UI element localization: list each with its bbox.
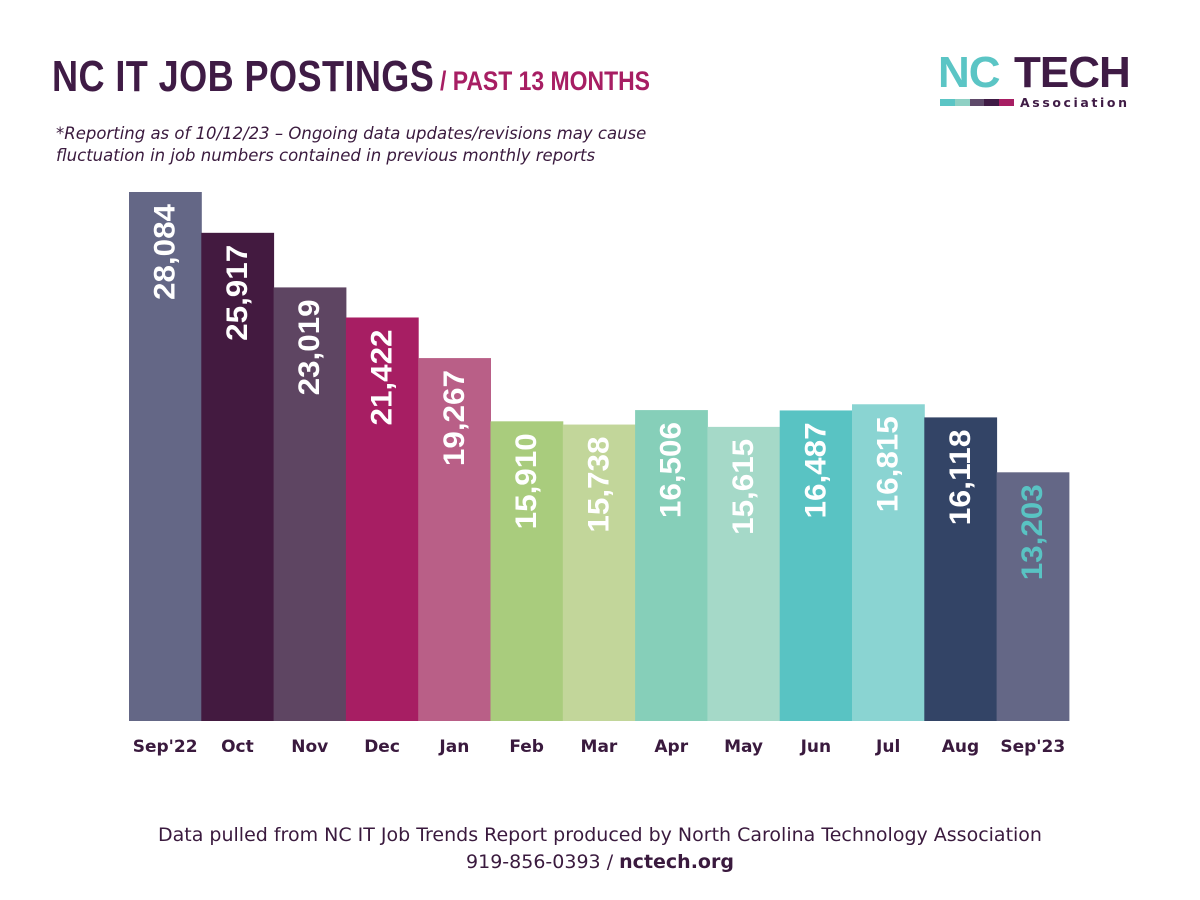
bar-value-label: 16,506 — [655, 422, 688, 518]
x-tick-label: Feb — [509, 737, 544, 757]
bar-mar — [562, 424, 636, 721]
chart-title: NC IT JOB POSTINGS — [52, 52, 435, 101]
logo-tech-text: TECH — [1014, 48, 1131, 97]
phone-number: 919-856-0393 — [466, 851, 601, 873]
logo-bar-segment — [999, 99, 1014, 106]
bar-dec — [345, 317, 419, 721]
bar-value-label: 13,203 — [1016, 484, 1049, 580]
contact-footer: 919-856-0393 / nctech.org — [0, 851, 1200, 873]
bar-value-label: 16,118 — [944, 429, 977, 525]
bar-value-label: 15,738 — [582, 437, 615, 533]
x-tick-label: Mar — [581, 737, 618, 757]
source-footer: Data pulled from NC IT Job Trends Report… — [158, 824, 1042, 846]
bar-nov — [273, 287, 347, 721]
bar-value-label: 25,917 — [221, 245, 254, 341]
bar-value-label: 16,487 — [799, 422, 832, 518]
x-tick-label: Nov — [291, 737, 328, 757]
bar-value-label: 15,615 — [727, 439, 760, 535]
logo-bar-segment — [969, 99, 985, 106]
bar-jan — [418, 358, 491, 721]
x-tick-label: Sep'22 — [133, 737, 198, 757]
bar-feb — [490, 421, 564, 721]
footer-separator: / — [606, 851, 614, 873]
logo-bar-segment — [954, 99, 970, 106]
logo-bar-segment — [984, 99, 1000, 106]
logo-nc-text: NC — [938, 48, 1001, 97]
bar-jul — [852, 404, 925, 721]
x-tick-label: Jun — [800, 737, 832, 757]
bar-value-label: 19,267 — [438, 370, 471, 466]
logo-color-bar — [940, 99, 1014, 106]
chart-title-row: NC IT JOB POSTINGS / PAST 13 MONTHS — [52, 52, 650, 102]
nctech-logo: NC TECH Association — [938, 48, 1148, 112]
x-tick-label: May — [724, 737, 763, 757]
logo-bar-segment — [940, 99, 955, 106]
website-link[interactable]: nctech.org — [619, 851, 734, 873]
bar-value-label: 15,910 — [510, 433, 543, 529]
bar-sep23 — [996, 472, 1070, 721]
bar-jun — [779, 410, 853, 721]
x-tick-label: Jan — [438, 737, 469, 757]
x-tick-label: Dec — [364, 737, 400, 757]
bar-may — [707, 426, 781, 721]
x-tick-label: Sep'23 — [1000, 737, 1065, 757]
bar-value-label: 23,019 — [293, 299, 326, 395]
reporting-note-line-2: fluctuation in job numbers contained in … — [56, 146, 596, 165]
bar-apr — [635, 410, 708, 721]
bar-sep22 — [129, 192, 202, 721]
bar-aug — [924, 417, 998, 721]
chart-subtitle: / PAST 13 MONTHS — [440, 66, 650, 96]
bar-value-label: 28,084 — [149, 204, 182, 300]
bar-oct — [201, 232, 275, 721]
x-tick-label: Apr — [654, 737, 688, 757]
bar-value-label: 16,815 — [872, 416, 905, 512]
x-tick-label: Oct — [221, 737, 254, 757]
logo-association-text: Association — [1020, 95, 1130, 110]
x-tick-label: Jul — [875, 737, 900, 757]
bar-value-label: 21,422 — [366, 329, 399, 425]
x-tick-label: Aug — [942, 737, 979, 757]
reporting-note-line-1: *Reporting as of 10/12/23 – Ongoing data… — [56, 124, 647, 143]
reporting-note: *Reporting as of 10/12/23 – Ongoing data… — [56, 123, 756, 167]
